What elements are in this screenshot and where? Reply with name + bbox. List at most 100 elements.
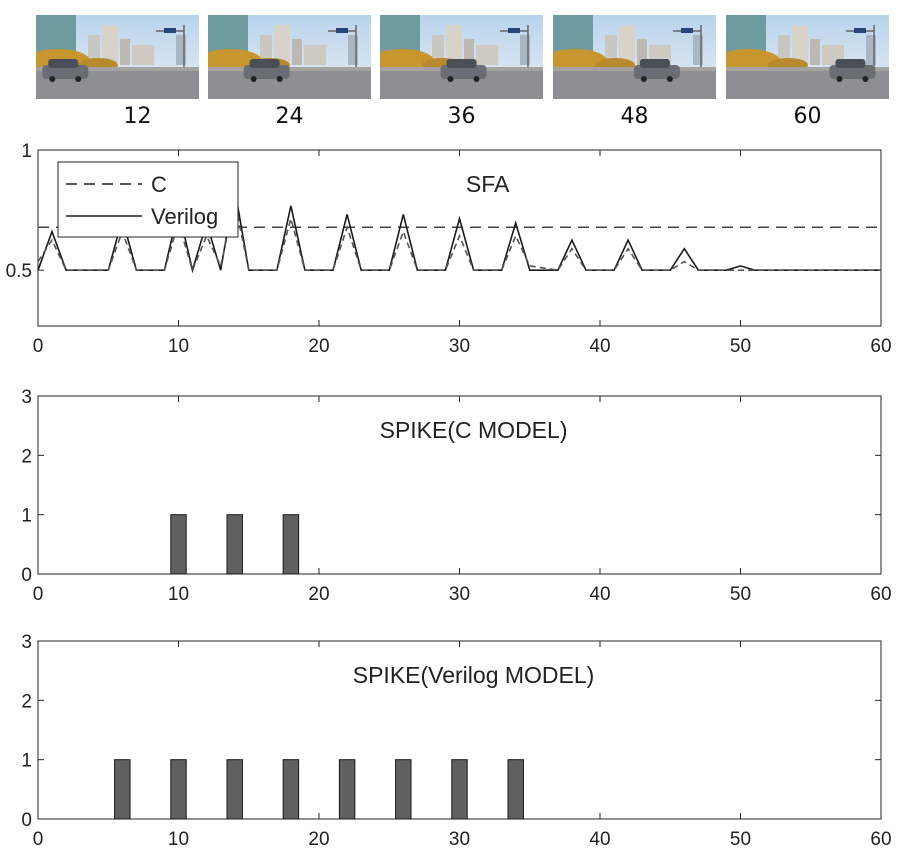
- y-tick-label: 1: [21, 751, 32, 772]
- y-tick-label: 1: [21, 506, 32, 527]
- video-frame-1: [26, 15, 199, 99]
- wheel: [276, 76, 283, 82]
- y-tick-label: 2: [21, 446, 32, 467]
- spike-bar: [170, 759, 187, 820]
- x-tick-label: 30: [449, 584, 470, 605]
- legend-label-c: C: [151, 172, 167, 197]
- wheel: [836, 76, 843, 82]
- y-tick-label: 3: [21, 632, 32, 653]
- x-tick-label: 0: [33, 336, 44, 357]
- minivan: [440, 65, 487, 79]
- building: [520, 35, 530, 65]
- video-frame-4: [543, 15, 716, 99]
- building: [274, 25, 290, 65]
- building: [778, 35, 790, 65]
- frame-label-2: 24: [275, 104, 304, 129]
- minivan: [829, 65, 876, 79]
- building: [446, 25, 462, 65]
- video-frame-strip: 12 24 36 48 60: [0, 0, 901, 135]
- building: [260, 35, 272, 65]
- building: [619, 25, 635, 65]
- x-tick-label: 10: [168, 829, 189, 850]
- sidewalk: [36, 67, 199, 71]
- y-tick-label: 1: [21, 141, 32, 162]
- spike-bar: [226, 759, 243, 820]
- street-scene-image: [198, 15, 371, 99]
- x-tick-label: 60: [870, 336, 891, 357]
- wheel: [640, 76, 647, 82]
- road-sign: [508, 28, 520, 33]
- minivan-windows: [48, 59, 79, 68]
- frame-label-5: 60: [793, 104, 822, 129]
- series-line-c: [37, 201, 881, 273]
- minivan-windows: [446, 59, 477, 68]
- minivan-windows: [639, 59, 670, 68]
- chart-panel-3: 0 10 20 30 40 50 60 0 1 2 3 SPIKE(Verilog MODEL): [21, 632, 891, 850]
- x-tick-label: 40: [589, 829, 610, 850]
- x-tick-label: 10: [168, 336, 189, 357]
- wheel: [75, 76, 82, 82]
- video-frame-3: [370, 15, 543, 99]
- x-tick-label: 30: [449, 829, 470, 850]
- spike-bar: [226, 514, 243, 575]
- road-sign: [164, 28, 176, 33]
- legend-label-verilog: Verilog: [151, 204, 218, 229]
- x-tick-label: 50: [730, 584, 751, 605]
- road-sign: [681, 28, 693, 33]
- y-tick-label: 0: [21, 810, 32, 831]
- frame-label-4: 48: [620, 104, 649, 129]
- building: [792, 25, 808, 65]
- x-tick-label: 50: [730, 336, 751, 357]
- building: [120, 39, 130, 65]
- spike-bar: [282, 514, 300, 575]
- minivan: [633, 65, 680, 79]
- spike-bar: [395, 759, 412, 820]
- y-tick-label: 0.5: [6, 261, 32, 282]
- road-sign: [336, 28, 348, 33]
- street-scene-image: [26, 15, 199, 99]
- building: [348, 35, 358, 65]
- legend: C Verilog: [57, 161, 239, 238]
- building: [693, 35, 703, 65]
- y-tick-label: 2: [21, 691, 32, 712]
- road-sign: [854, 28, 866, 33]
- chart-title: SPIKE(C MODEL): [380, 417, 568, 443]
- minivan: [42, 65, 89, 79]
- x-tick-label: 0: [33, 584, 44, 605]
- building: [810, 39, 820, 65]
- chart-panel-1: 0 10 20 30 40 50 60 0.5 1 SFA C Verilog: [6, 141, 892, 357]
- building: [432, 35, 444, 65]
- street-scene-image: [716, 15, 889, 99]
- x-tick-label: 20: [308, 829, 329, 850]
- x-tick-label: 0: [33, 829, 44, 850]
- y-tick-label: 3: [21, 387, 32, 408]
- x-tick-label: 60: [870, 829, 891, 850]
- x-tick-label: 30: [449, 336, 470, 357]
- wheel: [666, 76, 673, 82]
- street-scene-image: [543, 15, 716, 99]
- minivan-windows: [835, 59, 866, 68]
- chart-panel-2: 0 10 20 30 40 50 60 0 1 2 3 SPIKE(C MODEL): [21, 387, 891, 605]
- spike-bar: [507, 759, 524, 820]
- wheel: [250, 76, 257, 82]
- x-tick-label: 20: [308, 584, 329, 605]
- building: [102, 25, 118, 65]
- x-tick-label: 40: [589, 336, 610, 357]
- spike-bar: [338, 759, 356, 820]
- minivan-windows: [249, 59, 280, 68]
- spike-bar: [451, 759, 468, 820]
- wheel: [862, 76, 869, 82]
- building: [476, 45, 498, 65]
- wheel: [473, 76, 480, 82]
- video-frame-2: [198, 15, 371, 99]
- legend-box: [57, 161, 239, 238]
- building: [176, 35, 186, 65]
- spike-bar: [114, 759, 131, 820]
- building: [605, 35, 617, 65]
- building: [637, 39, 647, 65]
- building: [866, 35, 876, 65]
- frame-label-3: 36: [447, 104, 476, 129]
- minivan: [243, 65, 290, 79]
- building: [132, 45, 154, 65]
